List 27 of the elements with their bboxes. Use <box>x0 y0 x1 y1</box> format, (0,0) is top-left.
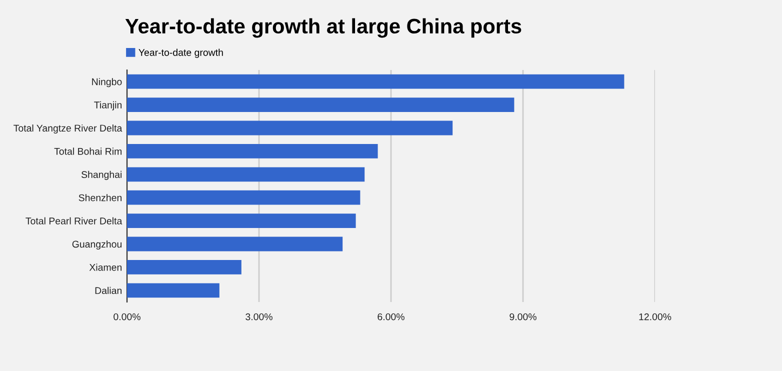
bar <box>127 260 242 274</box>
x-tick-label: 9.00% <box>510 313 536 320</box>
x-tick-label: 12.00% <box>639 313 672 320</box>
x-tick-label: 6.00% <box>378 313 404 320</box>
bar <box>127 214 356 228</box>
y-tick-label: Guangzhou <box>72 240 122 250</box>
bar <box>127 283 220 298</box>
x-tick-label: 3.00% <box>246 313 272 320</box>
y-tick-label: Total Yangtze River Delta <box>14 124 122 134</box>
legend-label: Year-to-date growth <box>138 48 223 58</box>
y-tick-label: Xiamen <box>89 264 122 271</box>
y-tick-label: Shanghai <box>81 170 122 180</box>
y-tick-label: Total Pearl River Delta <box>26 217 122 224</box>
bar <box>127 236 343 252</box>
y-tick-label: Dalian <box>95 286 122 294</box>
bar <box>127 167 365 182</box>
x-tick-label: 0.00% <box>114 313 140 320</box>
bar <box>127 120 453 136</box>
bar <box>127 74 624 89</box>
bar <box>127 190 360 205</box>
y-tick-label: Shenzhen <box>78 194 122 202</box>
bar <box>127 98 514 112</box>
bar <box>127 144 378 158</box>
y-tick-label: Tianjin <box>94 101 122 110</box>
y-tick-label: Total Bohai Rim <box>54 148 122 155</box>
chart-title: Year-to-date growth at large China ports <box>125 18 522 38</box>
y-tick-label: Ningbo <box>92 78 122 88</box>
